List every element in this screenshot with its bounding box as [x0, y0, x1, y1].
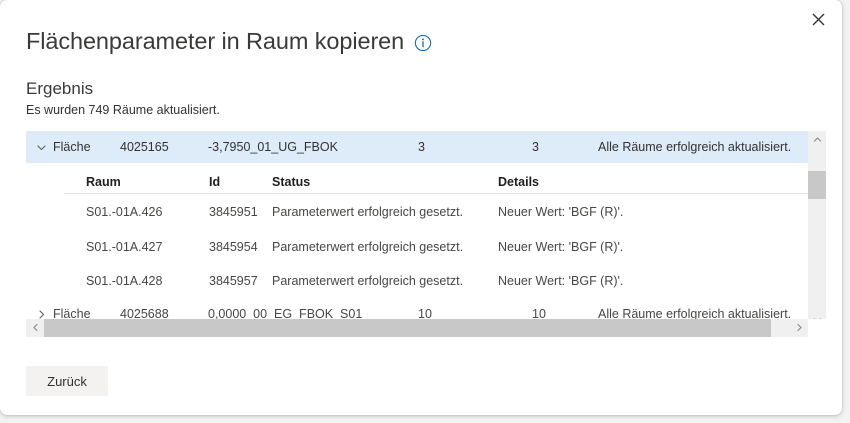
table-row[interactable]: S01.-01A.427 3845954 Parameterwert erfol…: [64, 229, 808, 264]
group-count1: 10: [418, 306, 432, 321]
cell-raum: S01.-01A.428: [86, 274, 163, 288]
back-button[interactable]: Zurück: [26, 366, 108, 396]
group-id: 4025688: [120, 306, 169, 321]
horizontal-scrollbar[interactable]: [26, 319, 826, 337]
group-message: Alle Räume erfolgreich aktualisiert.: [598, 140, 792, 154]
chevron-down-icon[interactable]: [36, 142, 47, 153]
horizontal-scroll-thumb[interactable]: [44, 319, 771, 337]
column-header-details: Details: [498, 175, 539, 189]
chevron-right-icon: [795, 319, 804, 337]
page-title: Flächenparameter in Raum kopieren: [26, 28, 405, 54]
cell-raum: S01.-01A.427: [86, 239, 163, 254]
cell-status: Parameterwert erfolgreich gesetzt.: [272, 274, 464, 288]
table-group-row[interactable]: Fläche 4025165 -3,7950_01_UG_FBOK 3 3 Al…: [26, 131, 808, 163]
cell-details: Neuer Wert: 'BGF (R)'.: [498, 205, 624, 219]
vertical-scrollbar[interactable]: [808, 131, 826, 330]
close-icon: [812, 13, 825, 26]
chevron-right-icon[interactable]: [36, 309, 47, 320]
dialog-header: Flächenparameter in Raum kopieren: [26, 28, 432, 55]
detail-table: Raum Id Status Details S01.-01A.426 3845…: [26, 163, 808, 298]
group-id: 4025165: [120, 140, 169, 154]
cell-details: Neuer Wert: 'BGF (R)'.: [498, 239, 624, 254]
results-table: Fläche 4025165 -3,7950_01_UG_FBOK 3 3 Al…: [26, 131, 826, 330]
section-heading: Ergebnis: [26, 79, 94, 98]
table-row[interactable]: S01.-01A.426 3845951 Parameterwert erfol…: [64, 194, 808, 229]
cell-raum: S01.-01A.426: [86, 205, 163, 219]
column-header-id: Id: [209, 175, 221, 189]
results-table-viewport: Fläche 4025165 -3,7950_01_UG_FBOK 3 3 Al…: [26, 131, 808, 330]
scroll-right-button[interactable]: [790, 319, 808, 337]
group-name: 0,0000_00_EG_FBOK_S01: [208, 306, 363, 321]
column-header-raum: Raum: [86, 175, 121, 189]
cell-id: 3845954: [209, 239, 258, 254]
group-label: Fläche: [53, 140, 91, 154]
group-message: Alle Räume erfolgreich aktualisiert.: [598, 306, 792, 321]
group-count2: 10: [532, 306, 546, 321]
cell-status: Parameterwert erfolgreich gesetzt.: [272, 239, 464, 254]
scroll-up-button[interactable]: [808, 131, 826, 149]
scroll-left-button[interactable]: [26, 319, 44, 337]
cell-details: Neuer Wert: 'BGF (R)'.: [498, 274, 624, 288]
cell-status: Parameterwert erfolgreich gesetzt.: [272, 205, 464, 219]
vertical-scroll-thumb[interactable]: [808, 171, 826, 199]
group-count2: 3: [532, 140, 539, 154]
detail-table-header: Raum Id Status Details: [64, 163, 808, 194]
scrollbar-corner: [808, 319, 826, 337]
close-button[interactable]: [798, 2, 838, 36]
table-row[interactable]: S01.-01A.428 3845957 Parameterwert erfol…: [64, 263, 808, 298]
cell-id: 3845957: [209, 274, 258, 288]
chevron-left-icon: [31, 319, 40, 337]
group-label: Fläche: [53, 306, 91, 321]
group-count1: 3: [418, 140, 425, 154]
chevron-up-icon: [813, 131, 822, 149]
cell-id: 3845951: [209, 205, 258, 219]
column-header-status: Status: [272, 175, 311, 189]
result-dialog: Flächenparameter in Raum kopieren Ergebn…: [0, 0, 842, 415]
group-name: -3,7950_01_UG_FBOK: [208, 140, 338, 154]
section-subtitle: Es wurden 749 Räume aktualisiert.: [26, 103, 220, 117]
info-circle-icon[interactable]: [414, 34, 432, 52]
